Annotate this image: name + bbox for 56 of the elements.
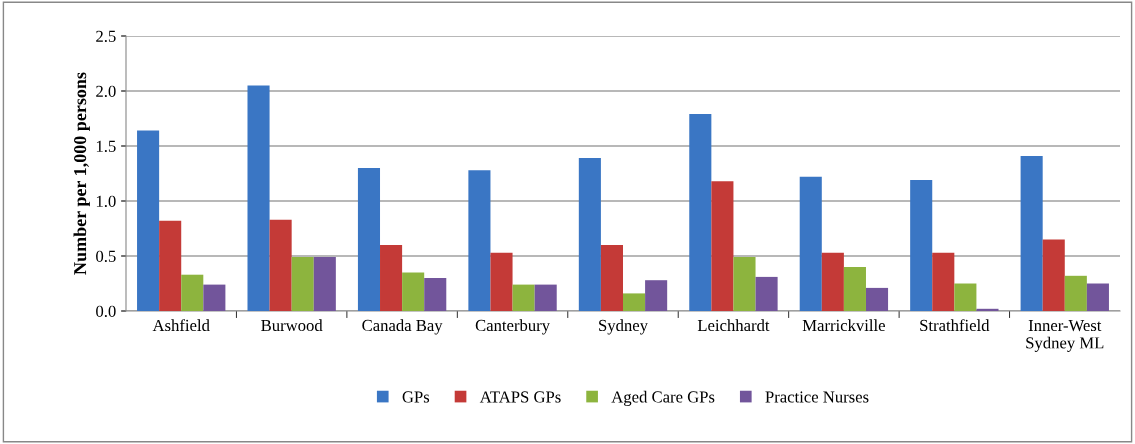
- bar: [976, 308, 999, 311]
- bar: [402, 272, 425, 311]
- bar: [468, 170, 491, 311]
- bar: [865, 287, 889, 311]
- bar: [137, 130, 160, 311]
- bar: [578, 158, 601, 311]
- legend-label: GPs: [402, 391, 430, 403]
- bar: [821, 252, 844, 311]
- y-tick-label: 1.5: [96, 140, 116, 153]
- bar: [600, 245, 623, 311]
- bar: [1086, 283, 1109, 311]
- legend-label: Practice Nurses: [765, 391, 869, 403]
- bar: [1042, 239, 1065, 311]
- x-tick-label: Canterbury: [475, 319, 550, 335]
- bar: [269, 219, 292, 311]
- bar: [623, 293, 646, 311]
- bar: [910, 180, 933, 311]
- y-tick-label: 0.5: [96, 250, 116, 263]
- y-tick-label: 2.5: [96, 30, 116, 43]
- y-tick-label: 2.0: [96, 85, 116, 98]
- bar: [490, 252, 513, 311]
- bar: [291, 257, 314, 311]
- bar: [843, 267, 866, 311]
- bar: [645, 280, 668, 311]
- y-axis-title: Number per 1,000 persons: [73, 72, 90, 275]
- x-tick-label: Leichhardt: [697, 319, 770, 332]
- bar: [534, 284, 557, 311]
- legend-label: ATAPS GPs: [479, 391, 561, 403]
- bar: [424, 278, 447, 311]
- bar: [357, 168, 381, 311]
- bar: [247, 85, 270, 311]
- y-tick-label: 0.0: [96, 305, 116, 318]
- bar: [755, 276, 778, 311]
- bar: [932, 252, 955, 311]
- bar: [733, 257, 756, 311]
- y-tick-label: 1.0: [96, 195, 116, 208]
- bar: [181, 274, 204, 311]
- x-tick-label: Sydney: [599, 319, 648, 335]
- bar: [1064, 275, 1087, 311]
- bar: [203, 284, 226, 311]
- bar: [380, 245, 403, 311]
- x-tick-label: Marrickville: [802, 319, 885, 332]
- x-tick-label: Ashfield: [152, 319, 210, 332]
- bar: [711, 181, 734, 311]
- bar: [1020, 155, 1043, 311]
- x-tick-label: Strathfield: [920, 319, 990, 332]
- bar: [954, 283, 977, 311]
- bar: [689, 114, 712, 311]
- bar: [799, 176, 822, 311]
- x-tick-label: Burwood: [261, 319, 323, 332]
- x-tick-label: Canada Bay: [362, 319, 443, 335]
- bar: [313, 257, 336, 311]
- x-tick-label: Inner-West Sydney ML: [1026, 319, 1104, 352]
- legend-label: Aged Care GPs: [611, 390, 715, 406]
- bar: [512, 284, 535, 311]
- bar: [159, 220, 182, 311]
